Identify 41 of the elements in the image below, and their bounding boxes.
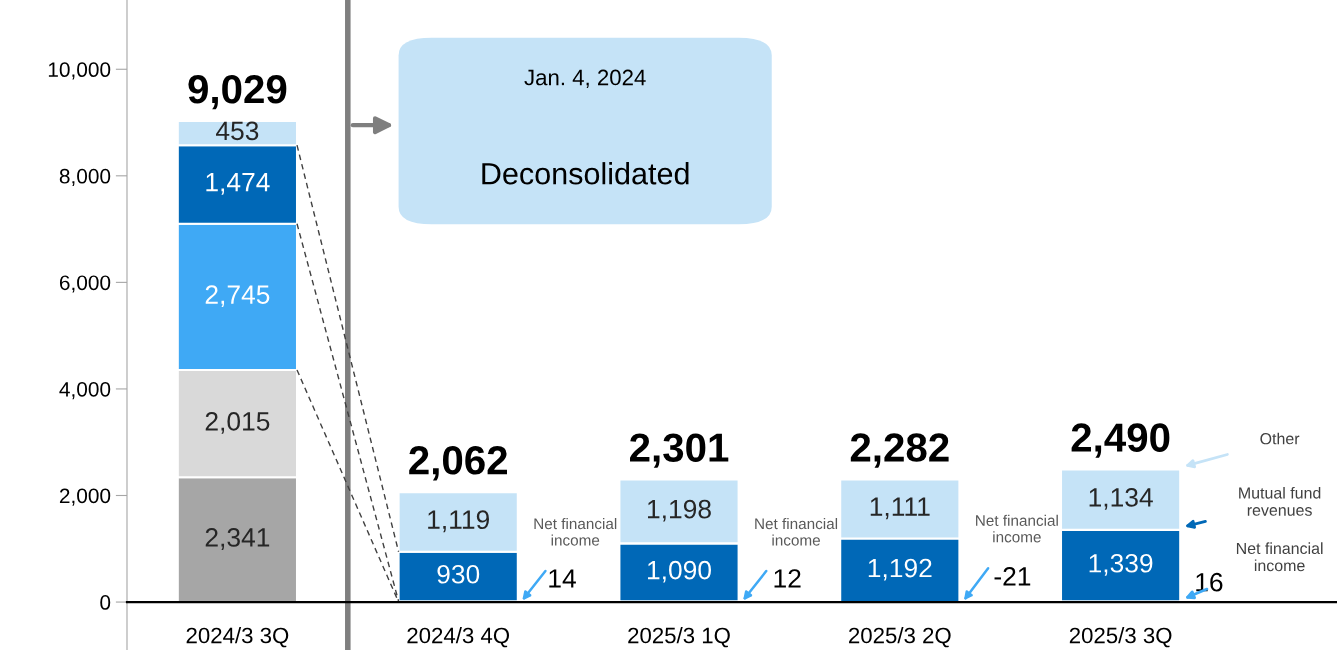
- data-label: 2,745: [205, 285, 270, 308]
- x-tick-label: 2025/3 2Q: [849, 627, 951, 648]
- data-label: 930: [437, 564, 480, 584]
- y-tick-label: 0: [100, 595, 111, 610]
- annotation: Net financial income: [755, 517, 838, 546]
- data-label: 16: [1196, 572, 1223, 592]
- data-label: 453: [216, 121, 259, 141]
- data-label: 1,339: [1089, 553, 1153, 576]
- total-label: 2,490: [1071, 423, 1170, 458]
- data-label: 14: [549, 569, 576, 588]
- y-tick-label: 8,000: [59, 168, 111, 187]
- data-label: 12: [774, 569, 801, 588]
- data-label: 1,119: [428, 510, 489, 533]
- data-label: 1,111: [870, 497, 930, 520]
- data-label: 2,341: [205, 528, 270, 550]
- x-tick-label: 2024/3 3Q: [186, 627, 289, 648]
- text: Mutual fund revenues: [1239, 486, 1321, 516]
- x-tick-label: 2025/3 1Q: [628, 627, 730, 648]
- total-label: 2,282: [850, 433, 949, 468]
- data-label: 1,090: [648, 560, 711, 583]
- annotation: Net financial income: [976, 514, 1058, 543]
- data-label: 1,134: [1089, 488, 1153, 510]
- data-label: -21: [994, 567, 1031, 586]
- text: Net financial income: [1236, 542, 1323, 572]
- data-label: 1,192: [868, 558, 932, 581]
- data-label: 1,198: [648, 499, 711, 522]
- y-tick-label: 10,000: [48, 62, 111, 80]
- total-label: 9,029: [188, 74, 287, 110]
- y-tick-label: 6,000: [59, 275, 111, 293]
- data-label: 2,015: [205, 412, 270, 434]
- text: Other: [1260, 432, 1300, 445]
- total-label: 2,062: [409, 446, 507, 481]
- data-label: 1,474: [206, 173, 270, 195]
- y-tick-label: 4,000: [59, 381, 111, 400]
- total-label: 2,301: [630, 433, 729, 468]
- y-tick-label: 2,000: [59, 488, 111, 506]
- annotation: Jan. 4, 2024: [524, 69, 646, 88]
- x-tick-label: 2025/3 3Q: [1069, 627, 1172, 648]
- annotation: Deconsolidated: [482, 162, 689, 185]
- annotation: Net financial income: [534, 517, 617, 546]
- x-tick-label: 2024/3 4Q: [407, 627, 510, 648]
